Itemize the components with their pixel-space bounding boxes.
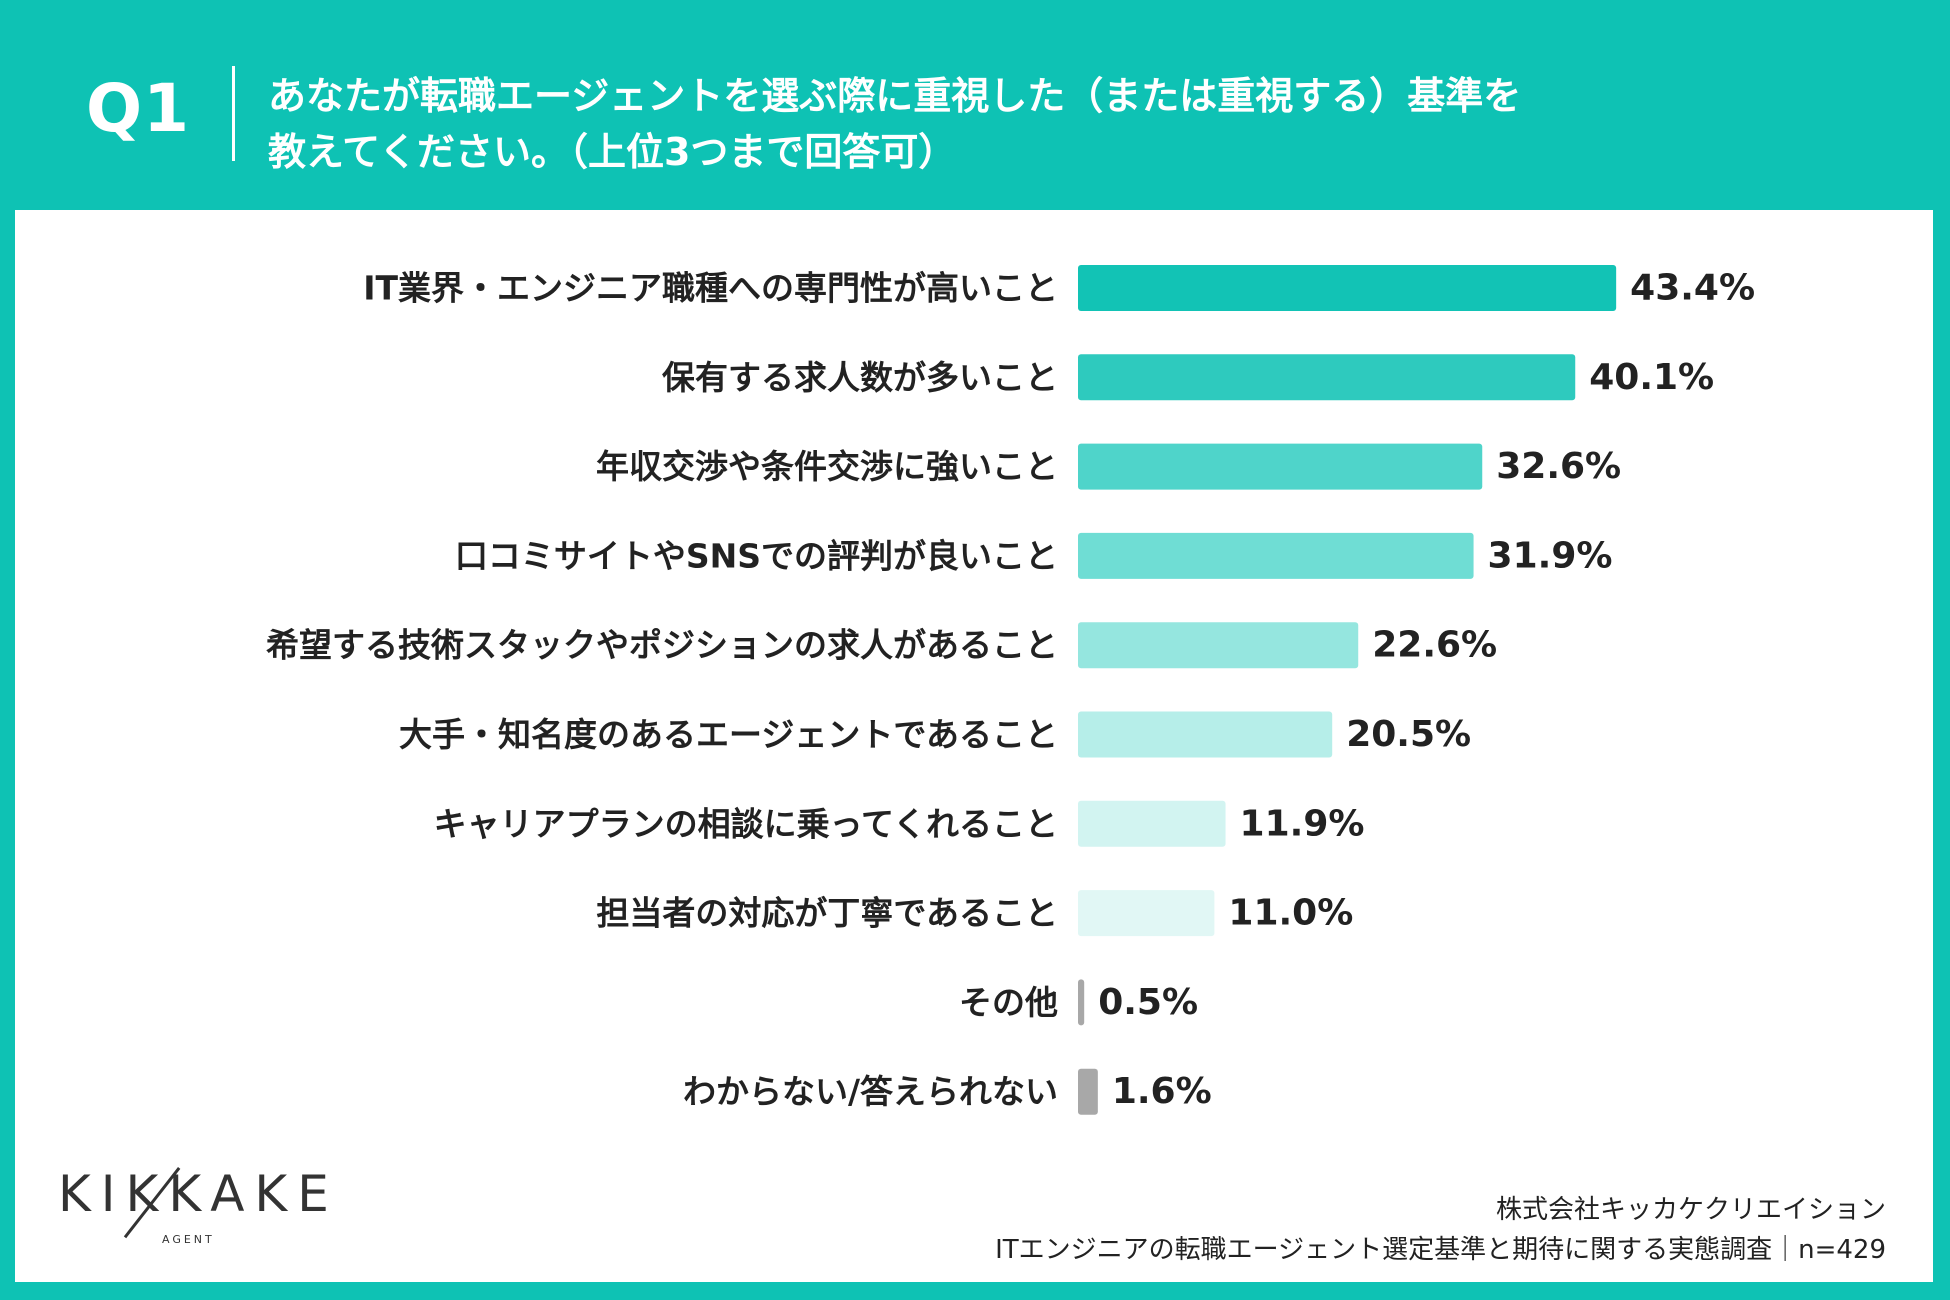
value-label: 22.6% [1372, 625, 1497, 666]
bar [1078, 532, 1474, 579]
category-label: 保有する求人数が多いこと [662, 358, 1058, 397]
question-line-2: 教えてください。（上位3つまで回答可） [268, 130, 957, 174]
category-label: 大手・知名度のあるエージェントであること [399, 715, 1058, 754]
question-line-1: あなたが転職エージェントを選ぶ際に重視した（または重視する）基準を [268, 74, 1522, 118]
bar [1078, 354, 1576, 401]
survey-title: ITエンジニアの転職エージェント選定基準と期待に関する実態調査｜n=429 [995, 1235, 1886, 1265]
company-name: 株式会社キッカケクリエイション [1495, 1195, 1886, 1225]
value-label: 11.9% [1240, 803, 1365, 844]
value-label: 0.5% [1098, 982, 1198, 1023]
value-label: 31.9% [1488, 535, 1613, 576]
value-label: 11.0% [1228, 893, 1353, 934]
bar [1078, 1068, 1098, 1115]
value-label: 40.1% [1589, 357, 1714, 398]
value-label: 32.6% [1496, 446, 1621, 487]
bar-chart: IT業界・エンジニア職種への専門性が高いこと 43.4% 保有する求人数が多いこと 4… [266, 265, 1755, 1115]
category-label: 担当者の対応が丁寧であること [596, 894, 1058, 933]
bar [1078, 622, 1359, 669]
logo-wordmark: KIKKAKE [58, 1165, 339, 1223]
bar [1078, 443, 1483, 490]
category-label: その他 [959, 983, 1058, 1022]
category-label: IT業界・エンジニア職種への専門性が高いこと [363, 269, 1058, 308]
category-label: わからない/答えられない [683, 1072, 1058, 1111]
bar [1078, 711, 1333, 758]
category-label: 希望する技術スタックやポジションの求人があること [266, 626, 1058, 665]
question-text: あなたが転職エージェントを選ぶ際に重視した（または重視する）基準を 教えてくださ… [268, 68, 1768, 180]
category-label: キャリアプランの相談に乗ってくれること [434, 804, 1058, 843]
header: Q1 あなたが転職エージェントを選ぶ際に重視した（または重視する）基準を 教えて… [0, 0, 1950, 210]
question-number: Q1 [86, 70, 191, 147]
bar [1078, 979, 1085, 1026]
value-label: 1.6% [1112, 1071, 1212, 1112]
category-label: 年収交渉や条件交渉に強いこと [596, 447, 1058, 486]
bar [1078, 800, 1226, 847]
value-label: 20.5% [1346, 714, 1471, 755]
logo-subtext: AGENT [162, 1233, 215, 1246]
value-label: 43.4% [1630, 268, 1755, 309]
footer-credits: 株式会社キッカケクリエイション ITエンジニアの転職エージェント選定基準と期待に… [995, 1190, 1886, 1270]
chart-panel: IT業界・エンジニア職種への専門性が高いこと 43.4% 保有する求人数が多いこと 4… [15, 210, 1933, 1282]
bar [1078, 890, 1215, 937]
bar [1078, 265, 1617, 311]
kikkake-logo: KIKKAKE AGENT [58, 1165, 338, 1255]
header-divider [232, 66, 235, 161]
category-label: 口コミサイトやSNSでの評判が良いこと [455, 536, 1058, 575]
